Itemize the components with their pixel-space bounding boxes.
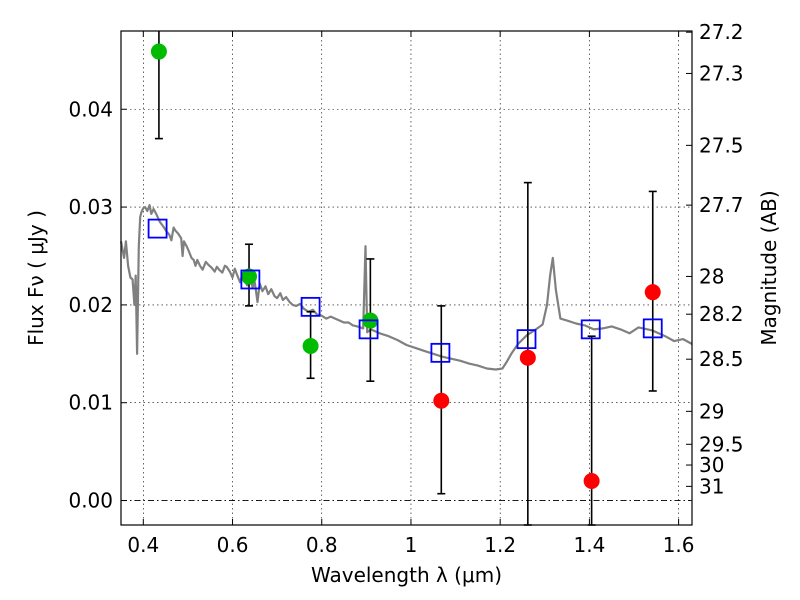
model-square-marker bbox=[147, 218, 168, 239]
photometry-point bbox=[241, 268, 258, 285]
y2-tick-label: 27.7 bbox=[699, 193, 744, 217]
y-tick-label: 0.04 bbox=[68, 97, 113, 121]
y2-tick-label: 28.5 bbox=[699, 347, 744, 371]
y2-tick-label: 29.5 bbox=[699, 432, 744, 456]
x-tick-label: 0.8 bbox=[306, 533, 338, 557]
model-square-marker bbox=[300, 296, 321, 317]
photometry-point bbox=[644, 284, 661, 301]
y-tick-label: 0.02 bbox=[68, 293, 113, 317]
x-tick-label: 1.2 bbox=[484, 533, 516, 557]
y-axis-ticks: 0.00 0.01 0.02 0.03 0.04 bbox=[68, 97, 127, 513]
plot-frame bbox=[120, 30, 693, 526]
photometry-point bbox=[150, 43, 167, 60]
y-tick-label: 0.03 bbox=[68, 195, 113, 219]
grid-lines bbox=[121, 31, 692, 525]
model-square-marker bbox=[642, 318, 663, 339]
model-square-marker bbox=[580, 319, 601, 340]
y2-tick-label: 29 bbox=[699, 399, 724, 423]
template-spectrum bbox=[119, 204, 693, 371]
data-markers bbox=[147, 43, 663, 489]
y2-tick-label: 30 bbox=[699, 453, 724, 477]
x-tick-label: 0.4 bbox=[127, 533, 159, 557]
x-tick-label: 0.6 bbox=[217, 533, 249, 557]
error-bars bbox=[154, 31, 657, 526]
y2-tick-label: 31 bbox=[699, 474, 724, 498]
x-tick-label: 1 bbox=[405, 533, 418, 557]
y-tick-label: 0.01 bbox=[68, 391, 113, 415]
photometry-point bbox=[519, 349, 536, 366]
y2-tick-label: 28 bbox=[699, 264, 724, 288]
x-axis-ticks: 0.4 0.6 0.8 1 1.2 1.4 1.6 bbox=[127, 31, 695, 557]
model-square-marker bbox=[516, 329, 537, 350]
x-tick-label: 1.4 bbox=[573, 533, 605, 557]
y2-tick-label: 27.3 bbox=[699, 61, 744, 85]
x-axis-label: Wavelength λ (μm) bbox=[311, 563, 502, 587]
y2-tick-label: 27.5 bbox=[699, 133, 744, 157]
y2-tick-label: 27.2 bbox=[699, 20, 744, 44]
model-square-marker bbox=[358, 319, 379, 340]
y-axis-label: Flux Fν ( μJy ) bbox=[24, 210, 48, 346]
photometry-point bbox=[302, 337, 319, 354]
model-square-marker bbox=[240, 269, 261, 290]
y2-tick-label: 28.2 bbox=[699, 302, 744, 326]
x-tick-label: 1.6 bbox=[663, 533, 695, 557]
photometry-point bbox=[433, 392, 450, 409]
model-square-marker bbox=[430, 342, 451, 363]
y2-axis-label: Magnitude (AB) bbox=[757, 190, 781, 345]
template-spectrum-line bbox=[119, 204, 693, 371]
photometry-point bbox=[583, 472, 600, 489]
y-tick-label: 0.00 bbox=[68, 489, 113, 513]
